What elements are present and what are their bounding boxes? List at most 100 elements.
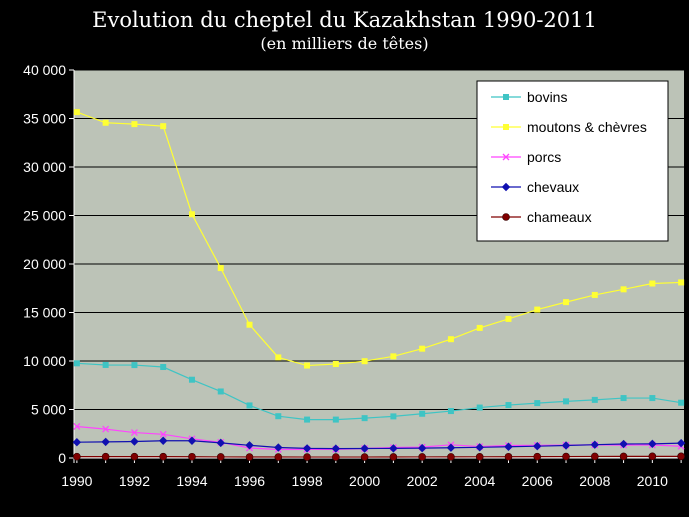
y-tick-label: 5 000 (31, 402, 66, 418)
data-point-bovins (505, 402, 512, 409)
data-point-chevaux (417, 443, 427, 453)
data-point-chevaux (389, 444, 398, 453)
data-point-bovins (534, 400, 541, 407)
data-point-chameaux (216, 453, 225, 461)
data-point-chameaux (188, 452, 196, 461)
data-point-chevaux (130, 437, 139, 446)
data-point-moutons-ch-vres (591, 291, 598, 298)
data-point-chevaux (619, 439, 628, 449)
data-point-bovins (304, 416, 311, 423)
data-point-chevaux (590, 440, 600, 449)
data-point-chameaux (648, 452, 657, 461)
data-point-bovins (447, 408, 454, 415)
data-point-chameaux (389, 453, 398, 461)
legend-label-chevaux: chevaux (527, 179, 579, 195)
data-point-chameaux (274, 453, 283, 461)
data-point-bovins (563, 398, 570, 405)
data-point-chevaux (561, 441, 571, 450)
data-point-chevaux (648, 439, 657, 449)
legend-label-moutons-ch-vres: moutons & chèvres (527, 119, 647, 135)
x-tick-label: 2004 (464, 473, 495, 489)
legend-marker-chevaux (501, 182, 511, 192)
data-point-bovins (620, 395, 627, 402)
data-point-moutons-ch-vres (390, 353, 397, 360)
data-point-moutons-ch-vres (275, 354, 282, 361)
data-point-moutons-ch-vres (361, 358, 368, 365)
data-point-moutons-ch-vres (649, 280, 656, 287)
y-tick-label: 10 000 (23, 353, 66, 369)
data-point-moutons-ch-vres (678, 279, 685, 286)
data-point-chevaux (475, 443, 484, 452)
x-tick-label: 2008 (579, 473, 610, 489)
data-point-chevaux (446, 443, 456, 452)
data-point-moutons-ch-vres (73, 109, 80, 116)
legend-label-bovins: bovins (527, 89, 567, 105)
data-point-chevaux (504, 442, 513, 451)
data-point-moutons-ch-vres (131, 121, 138, 128)
y-tick-label: 40 000 (23, 62, 66, 78)
data-point-moutons-ch-vres (505, 315, 512, 322)
legend-label-chameaux: chameaux (527, 209, 592, 225)
data-point-bovins (332, 416, 339, 423)
data-point-chevaux (245, 441, 254, 450)
series-line-chevaux (76, 440, 682, 450)
series-line-moutons-ch-vres (76, 111, 682, 367)
data-point-moutons-ch-vres (246, 321, 253, 328)
data-point-chameaux (562, 452, 570, 461)
data-point-moutons-ch-vres (563, 299, 570, 306)
data-point-chameaux (303, 453, 311, 461)
data-point-chevaux (216, 438, 225, 448)
data-point-moutons-ch-vres (304, 362, 311, 369)
data-point-bovins (361, 415, 368, 422)
data-point-bovins (246, 402, 253, 409)
data-point-moutons-ch-vres (332, 361, 339, 368)
legend-label-porcs: porcs (527, 149, 561, 165)
data-point-moutons-ch-vres (447, 336, 454, 343)
data-point-chameaux (245, 453, 254, 461)
data-point-bovins (188, 376, 195, 383)
data-point-chameaux (619, 452, 628, 461)
data-point-chevaux (274, 443, 283, 452)
data-point-chameaux (159, 452, 167, 461)
legend-marker-porcs (502, 153, 510, 161)
y-tick-label: 35 000 (23, 111, 66, 127)
y-tick-label: 30 000 (23, 159, 66, 175)
data-point-chevaux (676, 438, 686, 448)
legend (476, 80, 669, 242)
data-point-porcs (159, 430, 167, 438)
x-tick-label: 1992 (119, 473, 150, 489)
data-point-chameaux (101, 452, 110, 461)
data-point-chameaux (504, 452, 513, 461)
data-point-chameaux (360, 453, 369, 461)
data-point-moutons-ch-vres (188, 211, 195, 218)
data-point-chameaux (73, 452, 81, 461)
data-point-chameaux (332, 453, 340, 461)
x-tick-label: 2002 (407, 473, 438, 489)
data-point-bovins (419, 410, 426, 417)
data-point-bovins (390, 413, 397, 420)
y-tick-label: 15 000 (23, 305, 66, 321)
data-point-chameaux (447, 453, 455, 461)
data-point-chameaux (130, 452, 139, 461)
x-tick-label: 2000 (349, 473, 380, 489)
data-point-bovins (591, 396, 598, 403)
data-point-moutons-ch-vres (160, 123, 167, 130)
data-point-moutons-ch-vres (419, 345, 426, 352)
data-point-porcs (102, 425, 110, 433)
x-tick-label: 1996 (234, 473, 265, 489)
y-tick-label: 0 (58, 450, 66, 466)
data-point-bovins (678, 399, 685, 406)
series-line-chameaux (76, 455, 682, 458)
series-line-bovins (76, 362, 682, 421)
data-point-bovins (217, 388, 224, 395)
y-tick-label: 25 000 (23, 208, 66, 224)
data-point-moutons-ch-vres (217, 265, 224, 272)
chart-title: Evolution du cheptel du Kazakhstan 1990-… (92, 8, 597, 32)
data-point-bovins (131, 362, 138, 369)
data-point-chameaux (418, 453, 426, 461)
data-point-bovins (102, 361, 109, 368)
data-point-moutons-ch-vres (534, 306, 541, 313)
x-tick-label: 2006 (522, 473, 553, 489)
data-point-chevaux (302, 444, 312, 453)
